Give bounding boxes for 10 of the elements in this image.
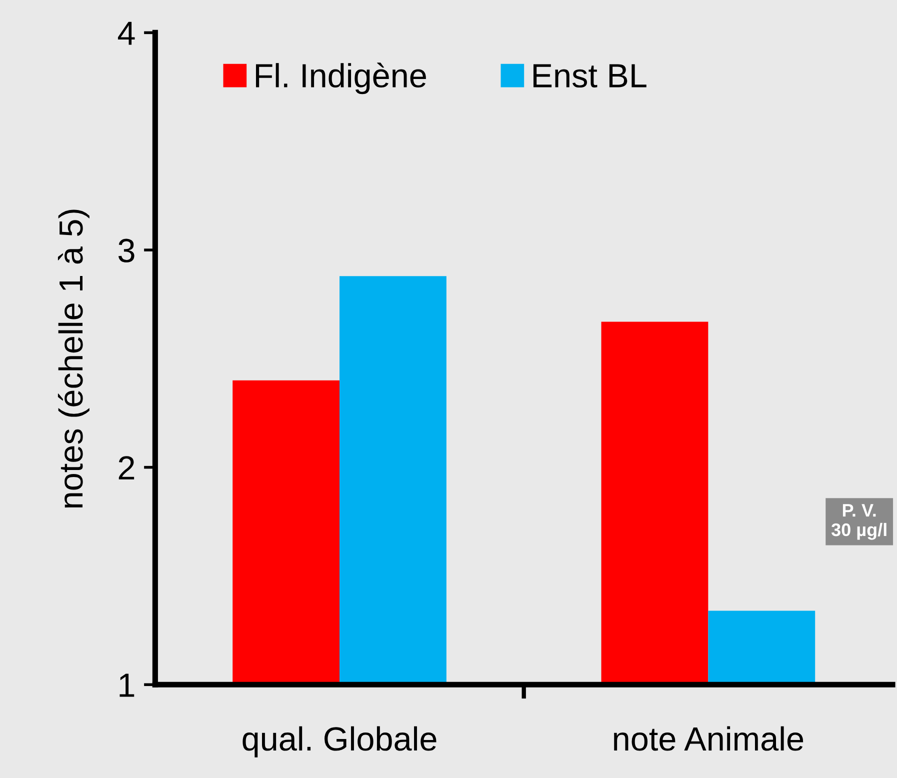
- y-tick-label: 1: [120, 674, 134, 697]
- y-tick-label: 3: [118, 238, 134, 262]
- legend-label: Fl. Indigène: [256, 62, 426, 94]
- x-tick-label: qual. Globale: [242, 726, 436, 758]
- y-axis-title: notes (échelle 1 à 5): [58, 210, 90, 508]
- y-tick-label: 2: [118, 456, 134, 480]
- legend-label: Enst BL: [533, 64, 646, 88]
- y-tick-label: 4: [118, 22, 135, 45]
- x-tick-label: note Animale: [614, 726, 804, 751]
- annotation: P. V. 30 µg/l: [831, 504, 886, 540]
